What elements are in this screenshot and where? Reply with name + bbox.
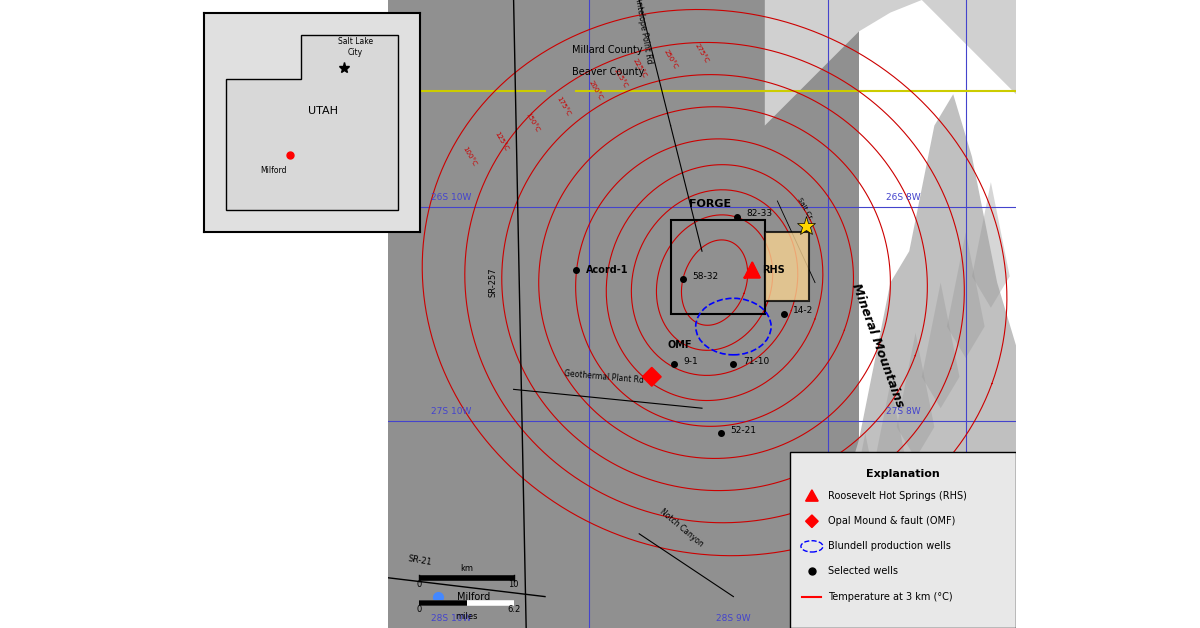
Text: UTAH: UTAH xyxy=(307,107,338,116)
Text: 26S 10W: 26S 10W xyxy=(431,193,470,202)
Text: 0: 0 xyxy=(416,580,422,589)
Text: 275°C: 275°C xyxy=(694,42,710,64)
Text: 27S 8W: 27S 8W xyxy=(886,407,920,416)
Text: FORGE: FORGE xyxy=(690,199,732,209)
Text: 125°C: 125°C xyxy=(493,130,509,152)
Text: 14-2: 14-2 xyxy=(793,306,814,315)
Bar xyxy=(671,220,764,314)
Text: SR-21: SR-21 xyxy=(407,554,432,567)
Polygon shape xyxy=(388,0,859,628)
Text: 225°C: 225°C xyxy=(631,58,647,80)
Text: Blundell production wells: Blundell production wells xyxy=(828,541,950,551)
Text: OMF: OMF xyxy=(667,340,692,350)
Text: Geothermal Plant Rd: Geothermal Plant Rd xyxy=(564,369,644,385)
Text: Milford: Milford xyxy=(457,592,491,602)
Text: Opal Mound & fault (OMF): Opal Mound & fault (OMF) xyxy=(828,516,955,526)
Polygon shape xyxy=(947,232,985,358)
Text: 27S 10W: 27S 10W xyxy=(431,407,470,416)
Polygon shape xyxy=(745,263,760,278)
Polygon shape xyxy=(764,0,1016,126)
Text: 215°C: 215°C xyxy=(612,67,629,89)
Text: Beaver County: Beaver County xyxy=(571,67,644,77)
Polygon shape xyxy=(805,490,818,501)
Text: 150°C: 150°C xyxy=(524,111,540,133)
Text: SR-257: SR-257 xyxy=(488,268,498,298)
Text: 28S 10W: 28S 10W xyxy=(431,614,470,623)
Text: 250°C: 250°C xyxy=(662,48,678,70)
FancyBboxPatch shape xyxy=(790,452,1016,628)
Text: miles: miles xyxy=(455,612,478,620)
Text: Explanation: Explanation xyxy=(866,469,940,479)
Polygon shape xyxy=(846,433,884,559)
Text: Temperature at 3 km (°C): Temperature at 3 km (°C) xyxy=(828,592,953,602)
Text: 58-32: 58-32 xyxy=(692,272,719,281)
Text: 6.2: 6.2 xyxy=(506,605,521,614)
Text: 28S 9W: 28S 9W xyxy=(716,614,751,623)
Polygon shape xyxy=(642,367,661,386)
Text: km: km xyxy=(460,565,473,573)
Polygon shape xyxy=(797,94,1016,628)
Polygon shape xyxy=(922,283,960,408)
Text: 175°C: 175°C xyxy=(556,95,572,117)
Polygon shape xyxy=(896,333,935,458)
Polygon shape xyxy=(226,35,398,210)
Text: 200°C: 200°C xyxy=(587,80,604,102)
Polygon shape xyxy=(871,383,910,509)
Text: Selected wells: Selected wells xyxy=(828,566,898,577)
Polygon shape xyxy=(821,484,859,609)
Text: 9-1: 9-1 xyxy=(683,357,698,365)
Text: 100°C: 100°C xyxy=(462,146,478,168)
Text: 82-33: 82-33 xyxy=(746,209,772,218)
Polygon shape xyxy=(972,182,1009,308)
Polygon shape xyxy=(797,534,834,628)
Text: Milford: Milford xyxy=(260,166,287,175)
Text: N: N xyxy=(980,574,989,584)
Text: Roosevelt Hot Springs (RHS): Roosevelt Hot Springs (RHS) xyxy=(828,491,966,501)
Text: 0: 0 xyxy=(416,605,422,614)
Text: Salt Cr.: Salt Cr. xyxy=(797,197,814,221)
Text: Acord-1: Acord-1 xyxy=(586,265,629,275)
Text: 71-10: 71-10 xyxy=(743,357,769,365)
Text: Mineral Mountains: Mineral Mountains xyxy=(850,281,906,409)
Text: Notch Canyon: Notch Canyon xyxy=(658,507,704,548)
Bar xyxy=(764,232,809,301)
Text: 10: 10 xyxy=(509,580,518,589)
Text: RHS: RHS xyxy=(762,265,785,275)
Text: Antelope Point Rd: Antelope Point Rd xyxy=(632,0,654,65)
Text: 26S 8W: 26S 8W xyxy=(886,193,920,202)
Text: 52-21: 52-21 xyxy=(731,426,756,435)
Text: Salt Lake
City: Salt Lake City xyxy=(337,37,373,57)
Polygon shape xyxy=(805,515,818,528)
Text: Millard County: Millard County xyxy=(572,45,643,55)
